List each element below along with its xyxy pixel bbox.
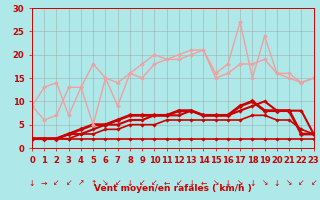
Text: ↓: ↓: [249, 179, 256, 188]
Text: ↘: ↘: [261, 179, 268, 188]
Text: ↙: ↙: [66, 179, 72, 188]
Text: ←: ←: [200, 179, 207, 188]
Text: ↘: ↘: [237, 179, 243, 188]
Text: ↑: ↑: [90, 179, 96, 188]
Text: ↓: ↓: [29, 179, 35, 188]
Text: ↘: ↘: [286, 179, 292, 188]
Text: ↙: ↙: [298, 179, 305, 188]
Text: ↙: ↙: [53, 179, 60, 188]
Text: ↓: ↓: [188, 179, 194, 188]
Text: ↙: ↙: [115, 179, 121, 188]
Text: ↙: ↙: [139, 179, 145, 188]
X-axis label: Vent moyen/en rafales ( km/h ): Vent moyen/en rafales ( km/h ): [94, 184, 252, 193]
Text: ↗: ↗: [78, 179, 84, 188]
Text: ↓: ↓: [225, 179, 231, 188]
Text: ↙: ↙: [310, 179, 317, 188]
Text: ↓: ↓: [127, 179, 133, 188]
Text: ↙: ↙: [176, 179, 182, 188]
Text: ↓: ↓: [274, 179, 280, 188]
Text: →: →: [41, 179, 47, 188]
Text: ←: ←: [164, 179, 170, 188]
Text: ↙: ↙: [151, 179, 158, 188]
Text: ↘: ↘: [212, 179, 219, 188]
Text: ↘: ↘: [102, 179, 109, 188]
